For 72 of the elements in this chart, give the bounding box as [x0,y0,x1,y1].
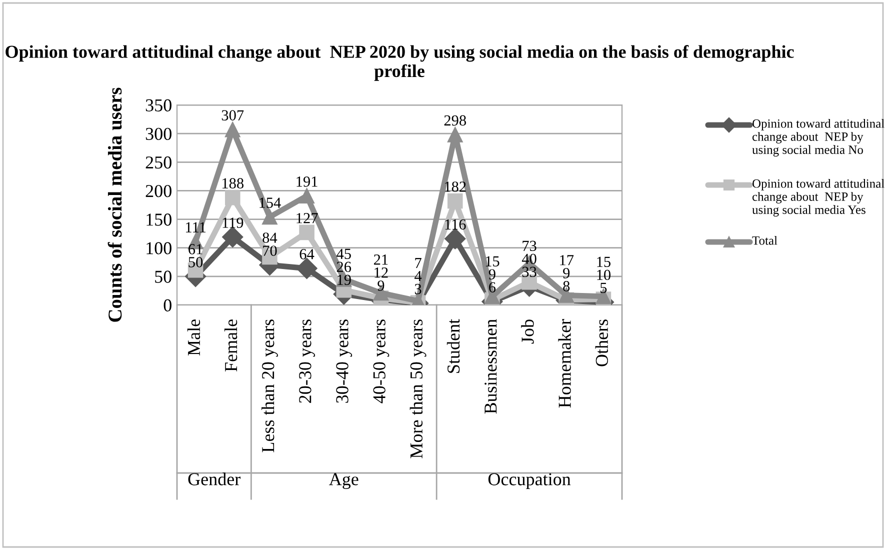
x-tick-label: Student [446,318,460,373]
data-label: 50 [188,257,203,268]
point [447,127,463,142]
data-label: 188 [222,178,244,188]
legend-label: Total [752,236,778,245]
data-label: 17 [560,255,574,266]
x-tick-label: Others [595,320,608,366]
data-label: 307 [222,110,244,120]
x-tick-label: Job [521,320,534,344]
point [296,258,318,279]
data-label: 26 [336,262,352,272]
point [447,193,463,209]
y-tick-label: 0 [164,299,172,312]
data-label: 298 [444,115,466,126]
x-tick-label: Female [224,320,238,372]
point [444,228,466,250]
legend-label: Opinion toward attitudinal change about NEP by using social media Yes [752,179,884,217]
data-label: 4 [414,270,422,282]
x-tick-label: Male [187,320,200,356]
y-tick-label: 200 [146,184,172,198]
data-label: 61 [188,244,202,254]
legend-label: Opinion toward attitudinal change about NEP by using social media No [752,119,884,157]
data-label: 5 [600,282,607,294]
data-label: 111 [186,222,206,232]
data-label: 9 [378,280,384,291]
y-axis-title: Counts of social media users [108,88,122,322]
data-label: 45 [336,248,351,260]
data-label: 12 [374,267,388,278]
x-tick-label: Homemaker [558,319,571,408]
point [299,188,314,204]
data-label: 15 [597,256,610,268]
data-label: 15 [486,256,500,266]
point [224,190,240,206]
data-label: 10 [597,270,611,280]
y-tick-label: 150 [146,214,172,226]
data-label: 21 [374,254,388,265]
y-tick-label: 300 [146,128,172,140]
data-label: 154 [260,198,281,208]
text: Gender [188,472,240,486]
x-tick-label: Businessmen [484,319,497,414]
data-label: 7 [415,258,422,268]
y-tick-label: 350 [146,99,172,112]
x-tick-label: More than 50 years [410,320,426,458]
data-label: 9 [563,268,570,278]
point [299,224,314,240]
chart-title: Opinion toward attitudinal change about NEP 2020 by using social media on the basis of demographic profile [6,45,794,81]
data-label: 116 [445,219,466,230]
point [224,122,240,138]
x-tick-label: 30-40 years [336,320,352,403]
data-label: 64 [300,249,314,260]
data-label: 119 [222,218,244,228]
point [222,226,244,248]
data-label: 40 [522,254,536,264]
y-tick-label: 50 [155,270,172,283]
data-label: 127 [296,213,318,224]
data-label: 33 [522,266,536,278]
text: Age [329,473,358,489]
y-tick-label: 250 [146,156,172,169]
data-label: 70 [263,246,277,256]
data-label: 84 [262,232,278,243]
point [262,209,278,225]
x-tick-label: Less than 20 years [261,320,278,452]
data-label: 182 [445,182,466,192]
data-label: 191 [296,176,318,187]
data-label: 19 [338,274,351,286]
data-label: 9 [488,269,496,280]
data-label: 8 [563,281,570,292]
text: Occupation [488,473,571,489]
x-tick-label: 40-50 years [373,320,390,404]
data-label: 73 [522,240,536,252]
y-tick-label: 100 [146,242,172,254]
x-tick-label: 20-30 years [299,320,315,403]
